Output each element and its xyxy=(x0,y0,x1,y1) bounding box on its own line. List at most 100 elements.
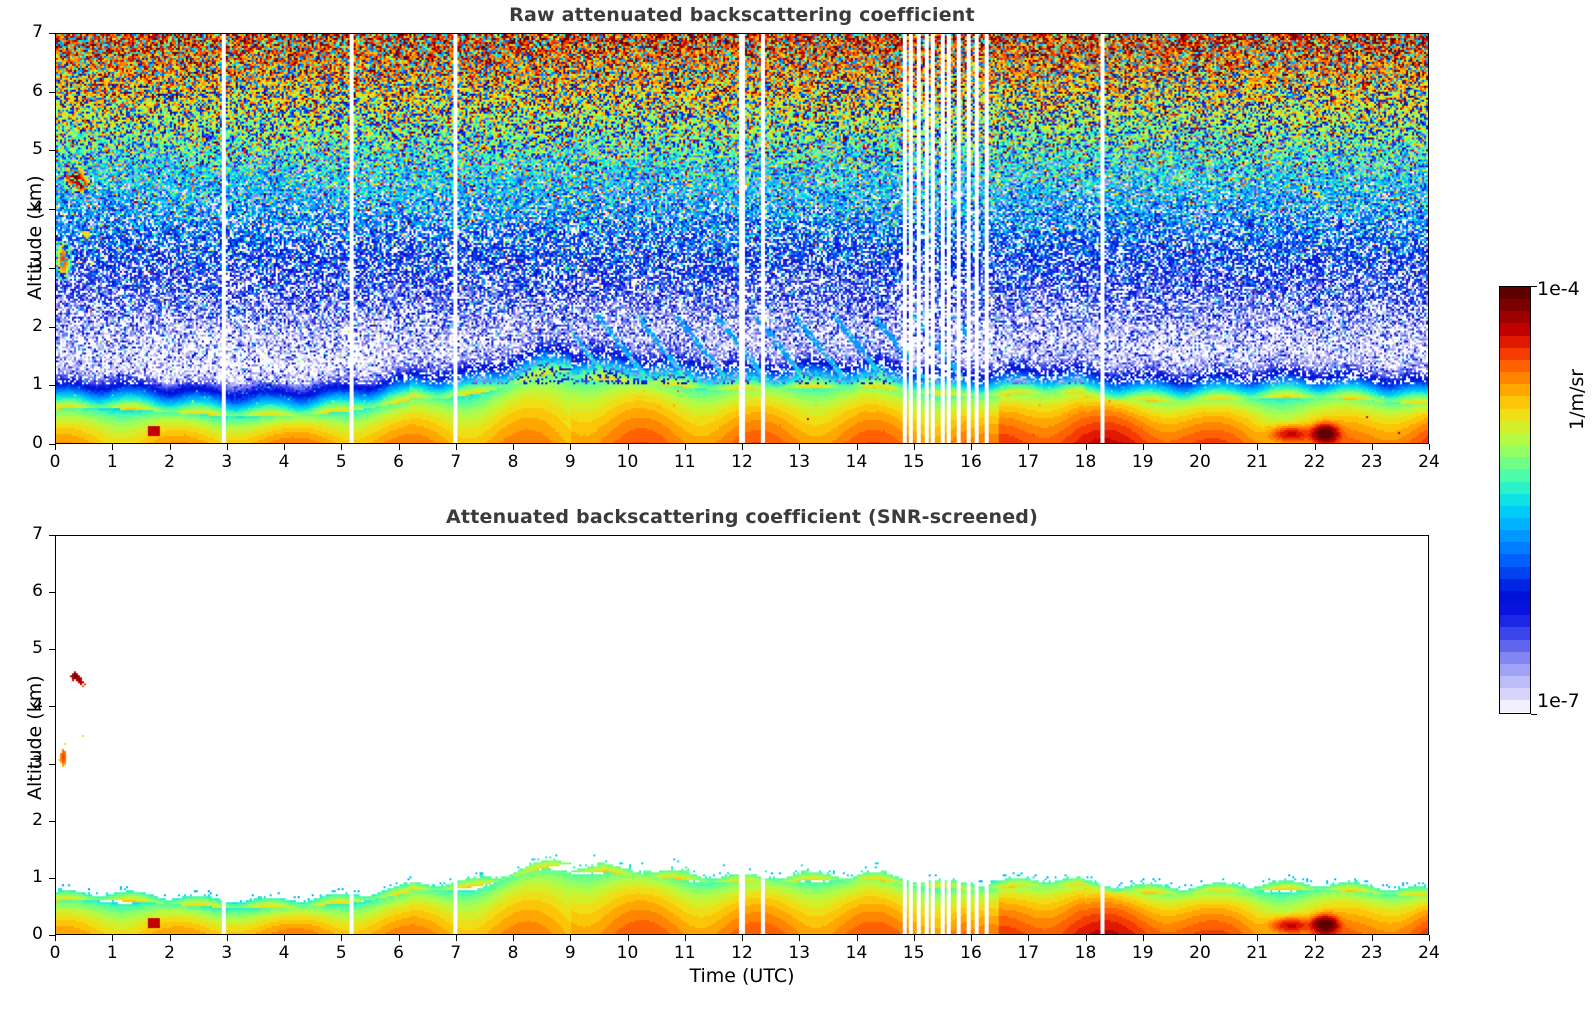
colorbar-tick xyxy=(1531,286,1537,287)
colorbar-segment xyxy=(1500,335,1530,348)
x-tick-label: 14 xyxy=(845,452,868,472)
x-tick-label: 6 xyxy=(393,452,404,472)
colorbar-segment xyxy=(1500,530,1530,543)
colorbar-segment xyxy=(1500,651,1530,664)
colorbar-segment xyxy=(1500,457,1530,470)
colorbar-max-label: 1e-4 xyxy=(1537,278,1580,300)
y-tick xyxy=(49,267,55,269)
x-tick-label: 18 xyxy=(1074,452,1097,472)
x-tick-label: 19 xyxy=(1131,452,1154,472)
x-tick-label: 2 xyxy=(164,943,175,963)
x-tick-label: 20 xyxy=(1189,943,1211,963)
colorbar-segment xyxy=(1500,542,1530,555)
y-tick xyxy=(49,326,55,328)
y-tick-label: 1 xyxy=(32,374,43,395)
x-tick xyxy=(1429,935,1430,941)
x-tick xyxy=(169,444,171,450)
x-tick xyxy=(1257,444,1259,450)
x-tick-label: 13 xyxy=(788,452,811,472)
x-tick xyxy=(1257,935,1259,941)
y-tick xyxy=(49,820,55,822)
x-tick xyxy=(913,935,915,941)
colorbar-segment xyxy=(1500,578,1530,591)
y-tick xyxy=(49,535,55,536)
y-tick-label: 6 xyxy=(32,80,43,101)
y-tick-label: 4 xyxy=(32,198,43,219)
heatmap-screened xyxy=(56,536,1428,934)
y-tick-label: 3 xyxy=(32,256,43,277)
x-tick xyxy=(570,444,572,450)
x-tick xyxy=(1200,935,1201,941)
colorbar-segment xyxy=(1500,639,1530,652)
x-tick-label: 6 xyxy=(393,943,404,963)
x-tick xyxy=(112,444,114,450)
x-tick-label: 21 xyxy=(1246,452,1269,472)
x-tick-label: 3 xyxy=(221,452,233,472)
y-tick-label: 5 xyxy=(32,139,43,160)
x-tick xyxy=(112,935,114,941)
x-tick-label: 22 xyxy=(1303,943,1326,963)
y-tick xyxy=(49,33,55,34)
y-tick-label: 3 xyxy=(32,752,43,773)
x-tick xyxy=(742,935,743,941)
y-tick-label: 0 xyxy=(32,924,43,944)
x-tick-label: 20 xyxy=(1189,452,1211,472)
x-tick-label: 19 xyxy=(1131,943,1154,963)
x-tick xyxy=(1314,935,1316,941)
x-tick xyxy=(1028,935,1030,941)
x-tick xyxy=(341,935,343,941)
x-tick-label: 0 xyxy=(49,452,61,472)
y-tick xyxy=(49,649,55,651)
colorbar-segment xyxy=(1500,420,1530,433)
x-tick-label: 2 xyxy=(164,452,175,472)
y-axis-label-raw: Altitude (km) xyxy=(24,175,46,300)
y-tick-label: 7 xyxy=(32,524,43,544)
x-tick-label: 12 xyxy=(731,452,753,472)
x-tick xyxy=(856,444,858,450)
x-tick-label: 15 xyxy=(902,452,925,472)
y-tick xyxy=(49,385,55,387)
x-tick xyxy=(284,935,285,941)
y-tick-label: 6 xyxy=(32,581,43,602)
x-tick xyxy=(341,444,343,450)
x-tick-label: 9 xyxy=(564,452,576,472)
x-tick xyxy=(1314,444,1316,450)
x-tick-label: 11 xyxy=(673,452,696,472)
x-tick xyxy=(1371,935,1373,941)
x-tick-label: 17 xyxy=(1017,452,1040,472)
x-tick xyxy=(1085,935,1087,941)
colorbar-segment xyxy=(1500,493,1530,506)
y-tick xyxy=(49,91,55,93)
y-tick-label: 5 xyxy=(32,638,43,659)
x-tick xyxy=(1371,444,1373,450)
x-tick xyxy=(856,935,858,941)
colorbar-min-label: 1e-7 xyxy=(1537,690,1580,712)
colorbar-segment xyxy=(1500,372,1530,385)
x-tick xyxy=(1429,444,1430,450)
y-tick xyxy=(49,444,55,445)
colorbar-segment xyxy=(1500,554,1530,567)
colorbar-segment xyxy=(1500,408,1530,421)
colorbar-segment xyxy=(1500,676,1530,689)
plot-area-screened xyxy=(55,535,1429,935)
x-tick xyxy=(169,935,171,941)
x-tick xyxy=(398,444,400,450)
x-tick xyxy=(799,444,801,450)
x-tick-label: 18 xyxy=(1074,943,1097,963)
x-tick-label: 17 xyxy=(1017,943,1040,963)
colorbar-segment xyxy=(1500,323,1530,336)
x-tick-label: 24 xyxy=(1418,452,1440,472)
colorbar-segment xyxy=(1500,627,1530,640)
x-tick-label: 7 xyxy=(450,943,462,963)
y-tick xyxy=(49,763,55,765)
y-tick-label: 0 xyxy=(32,433,43,453)
x-tick-label: 16 xyxy=(960,943,982,963)
x-tick xyxy=(455,444,457,450)
y-tick xyxy=(49,592,55,594)
y-tick-label: 1 xyxy=(32,866,43,887)
x-tick xyxy=(627,444,629,450)
colorbar-segment xyxy=(1500,663,1530,676)
y-tick-label: 7 xyxy=(32,22,43,42)
x-tick xyxy=(742,444,743,450)
